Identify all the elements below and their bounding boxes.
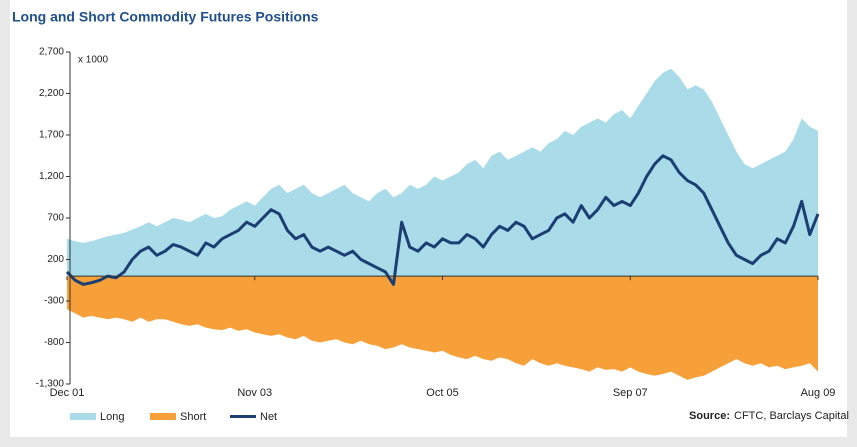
x-tick-label: Nov 03 xyxy=(237,387,272,399)
y-tick-label: -1,300 xyxy=(36,379,65,390)
x-tick-label: Sep 07 xyxy=(613,387,648,399)
x-tick-label: Dec 01 xyxy=(50,387,85,399)
legend-label: Long xyxy=(100,411,124,423)
chart-title: Long and Short Commodity Futures Positio… xyxy=(12,9,319,25)
side-border xyxy=(847,0,857,447)
legend-label: Net xyxy=(260,411,277,423)
y-tick-label: -800 xyxy=(44,337,64,348)
legend-label: Short xyxy=(180,411,206,423)
y-tick-label: 700 xyxy=(47,213,64,224)
y-tick-label: 1,700 xyxy=(39,130,64,141)
legend-item: Short xyxy=(150,411,206,423)
y-tick-label: -300 xyxy=(44,296,64,307)
bottom-border xyxy=(0,437,857,447)
legend-item: Net xyxy=(230,411,277,423)
plot: -1,300 -800 -300 200 700 1,200 1,700 2,200 2,700… xyxy=(36,47,836,399)
side-border xyxy=(0,0,10,447)
legend-item: Long xyxy=(70,411,124,423)
unit-label: x 1000 xyxy=(78,55,108,66)
y-tick-label: 2,700 xyxy=(39,47,64,58)
legend-swatch xyxy=(150,413,176,420)
y-tick-label: 1,200 xyxy=(39,171,64,182)
area-short xyxy=(67,276,818,380)
source-text: CFTC, Barclays Capital xyxy=(734,410,849,422)
legend-swatch xyxy=(70,413,96,420)
y-tick-label: 2,200 xyxy=(39,88,64,99)
line-net xyxy=(65,154,820,286)
x-tick-label: Oct 05 xyxy=(426,387,458,399)
source-label: Source: xyxy=(689,410,730,422)
y-tick-label: 200 xyxy=(47,254,64,265)
x-tick-label: Aug 09 xyxy=(801,387,836,399)
